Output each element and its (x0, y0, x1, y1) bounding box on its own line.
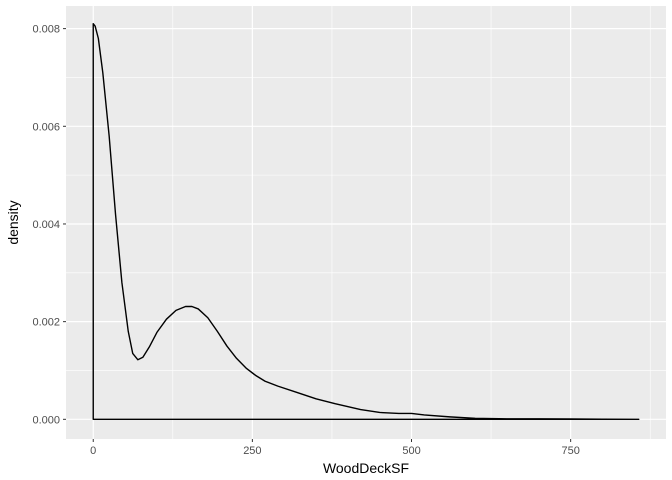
y-axis-ticks: 0.000 0.002 0.004 0.006 0.008 (32, 24, 66, 426)
x-axis-ticks: 0 250 500 750 (90, 439, 580, 457)
x-tick-label: 0 (90, 445, 96, 457)
y-tick-label: 0.002 (32, 317, 60, 329)
y-tick-label: 0.006 (32, 121, 60, 133)
y-tick-label: 0.000 (32, 414, 60, 426)
plot-panel (66, 6, 666, 439)
y-tick-label: 0.004 (32, 219, 60, 231)
x-tick-label: 750 (561, 445, 579, 457)
x-tick-label: 500 (402, 445, 420, 457)
y-axis-title: density (5, 200, 21, 244)
density-curve (92, 23, 640, 421)
y-tick-label: 0.008 (32, 24, 60, 36)
x-tick-label: 250 (243, 445, 261, 457)
minor-gridlines (66, 6, 666, 439)
x-axis-title: WoodDeckSF (323, 460, 409, 476)
